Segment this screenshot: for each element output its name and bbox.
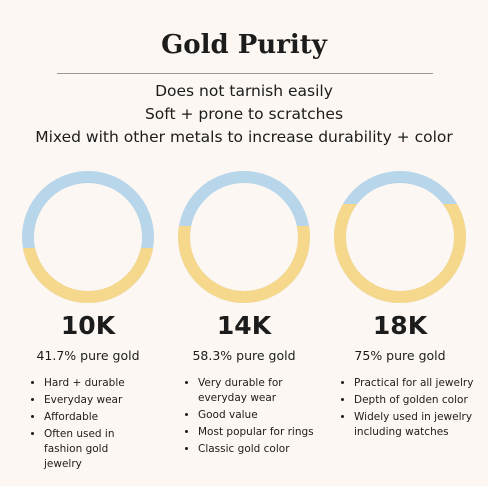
purity-label: 58.3% pure gold [192, 348, 296, 363]
subtitle-line: Does not tarnish easily [155, 82, 333, 100]
feature: Often used in fashion gold jewelry [44, 427, 148, 472]
title: Gold Purity [161, 30, 327, 60]
feature-list: Practical for all jewelry Depth of golden… [344, 376, 482, 442]
purity-label: 75% pure gold [354, 348, 446, 363]
feature: Most popular for rings [198, 425, 318, 440]
ring-gold [178, 226, 310, 303]
ring-gold [334, 204, 466, 303]
subtitle-line: Soft + prone to scratches [144, 105, 344, 123]
feature: Hard + durable [44, 376, 148, 391]
feature: Widely used in jewelry including watches [354, 410, 482, 440]
divider [57, 73, 433, 74]
feature: Depth of golden color [354, 393, 482, 408]
feature-list: Hard + durable Everyday wear Affordable Oft… [34, 376, 148, 474]
ring-gold [22, 247, 154, 303]
feature: Everyday wear [44, 393, 148, 408]
karat: 18K [372, 311, 428, 340]
purity-label: 41.7% pure gold [36, 348, 140, 363]
feature: Affordable [44, 410, 148, 425]
feature: Practical for all jewelry [354, 376, 482, 391]
subtitle-line: Mixed with other metals to increase dura… [35, 128, 453, 146]
karat: 14K [216, 311, 272, 340]
feature: Classic gold color [198, 442, 318, 457]
feature: Very durable for everyday wear [198, 376, 318, 406]
karat: 10K [60, 311, 116, 340]
feature: Good value [198, 408, 318, 423]
feature-list: Very durable for everyday wear Good value… [188, 376, 318, 459]
